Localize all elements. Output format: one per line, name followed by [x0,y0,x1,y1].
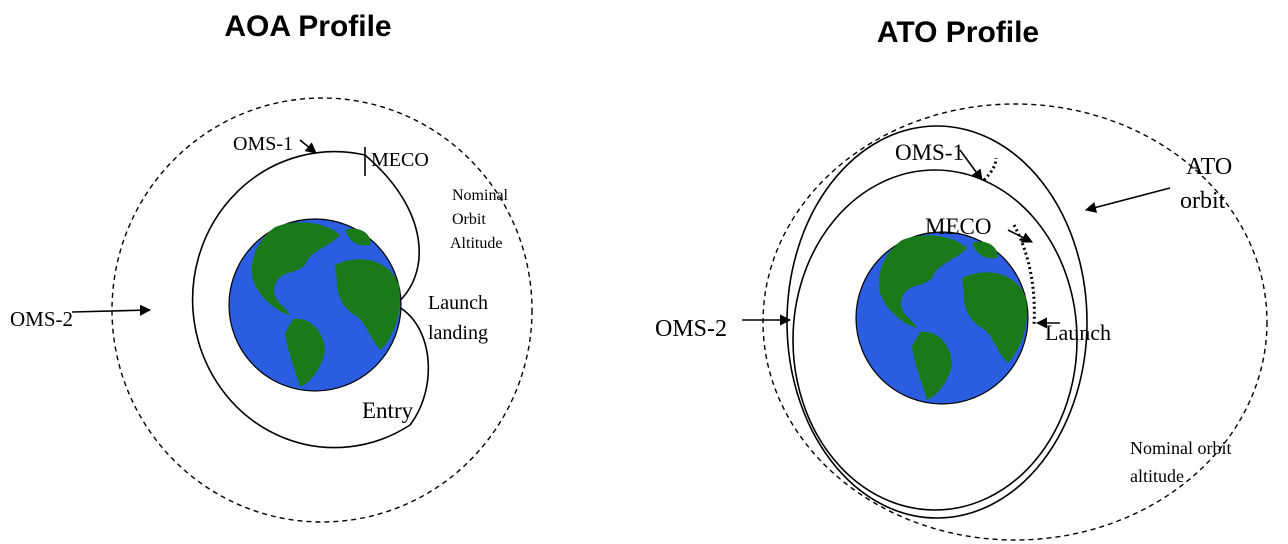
label: ATO [1186,154,1232,180]
earth [228,218,402,392]
burn [982,157,998,182]
arrow [299,139,317,154]
label: landing [428,322,488,344]
label: OMS-1 [233,133,293,155]
label: Altitude [450,235,502,252]
label: OMS-1 [895,140,964,165]
nominal-orbit [111,97,533,523]
aoa-panel: AOA Profile OMS-1 MECO Nominal Orbit Alt… [10,10,533,523]
aoa-trajectory [191,150,430,449]
nominal-orbit [762,103,1268,541]
ato-panel: ATO Profile OMS-1 MECO Launch OMS-2 ATO … [655,16,1268,541]
label: Nominal [452,187,509,204]
label: Entry [362,398,414,423]
arrow [1084,187,1171,213]
label: OMS-2 [10,307,73,331]
label: Orbit [452,211,486,228]
label: Launch [428,292,488,314]
label: orbit [1180,188,1226,214]
label: altitude [1130,466,1184,486]
label: OMS-2 [655,316,727,342]
arrow [1007,229,1034,243]
earth [855,231,1029,405]
trajectory [792,169,1078,511]
panel-title: AOA Profile [224,10,391,43]
arrow [71,304,152,316]
label: Nominal orbit [1130,438,1232,458]
panel-title: ATO Profile [877,16,1039,49]
label: Launch [1045,320,1111,345]
label: MECO [371,149,429,171]
arrow [959,149,983,181]
label: MECO [925,214,991,239]
